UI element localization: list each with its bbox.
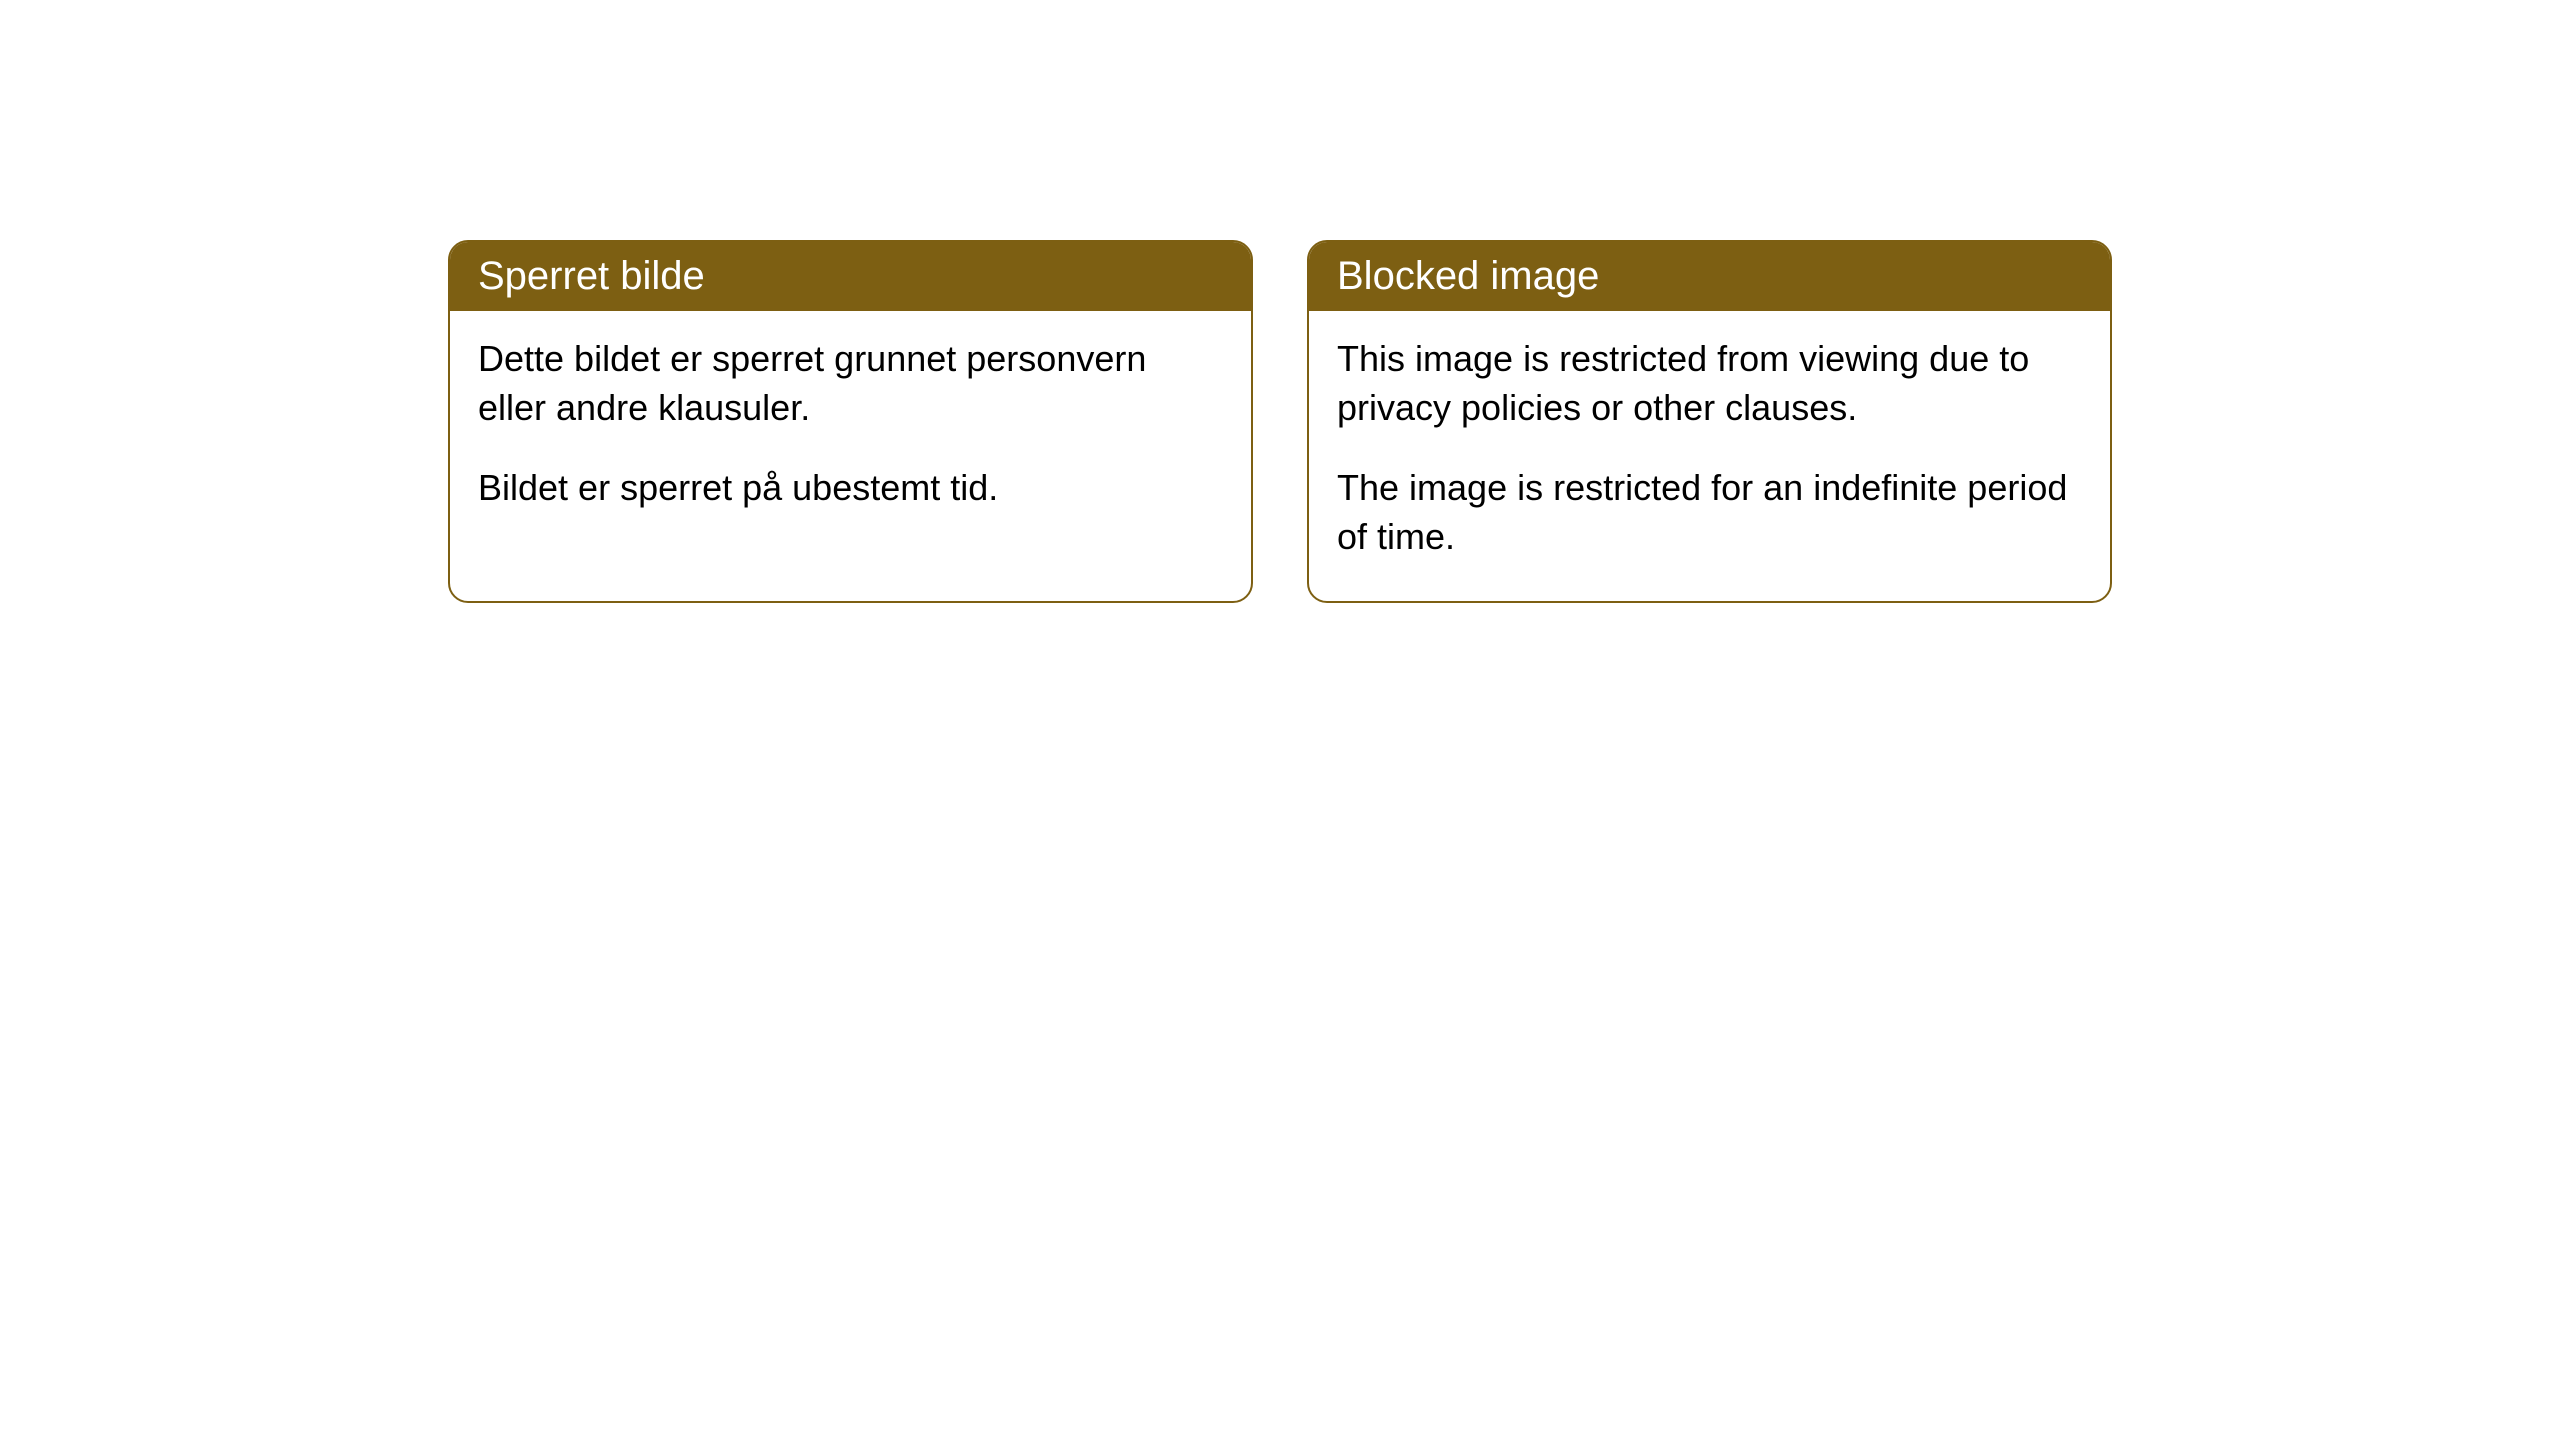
notice-card-english: Blocked image This image is restricted f… — [1307, 240, 2112, 603]
card-header: Blocked image — [1309, 242, 2110, 311]
card-paragraph: Dette bildet er sperret grunnet personve… — [478, 335, 1223, 432]
card-header: Sperret bilde — [450, 242, 1251, 311]
card-paragraph: This image is restricted from viewing du… — [1337, 335, 2082, 432]
notice-card-norwegian: Sperret bilde Dette bildet er sperret gr… — [448, 240, 1253, 603]
card-title: Sperret bilde — [478, 254, 705, 298]
card-body: This image is restricted from viewing du… — [1309, 311, 2110, 601]
card-paragraph: Bildet er sperret på ubestemt tid. — [478, 464, 1223, 513]
card-body: Dette bildet er sperret grunnet personve… — [450, 311, 1251, 553]
notice-card-container: Sperret bilde Dette bildet er sperret gr… — [448, 240, 2112, 603]
card-paragraph: The image is restricted for an indefinit… — [1337, 464, 2082, 561]
card-title: Blocked image — [1337, 254, 1599, 298]
